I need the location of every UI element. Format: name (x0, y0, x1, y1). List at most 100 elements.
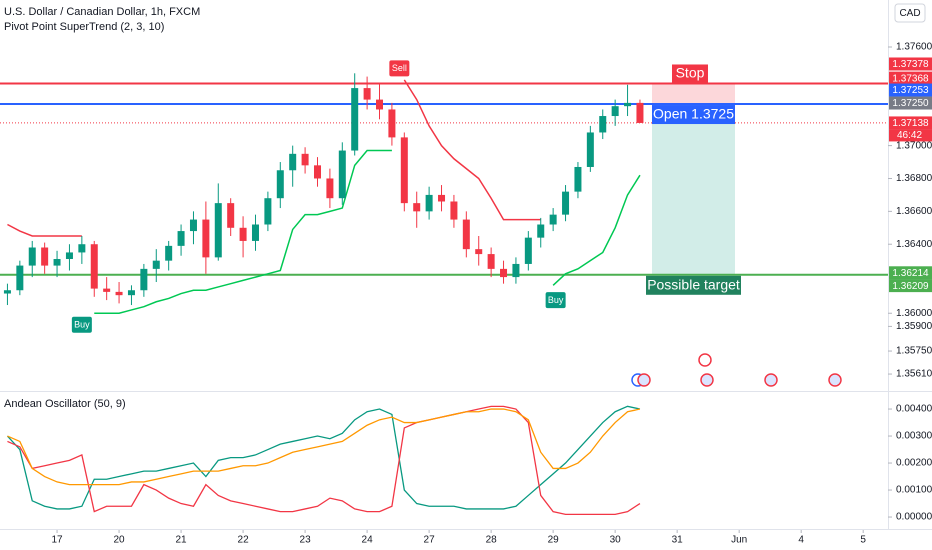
x-tick-label: 29 (548, 535, 560, 546)
candle-body (599, 116, 607, 133)
event-icon[interactable] (637, 373, 651, 387)
candle-body (189, 219, 197, 232)
y2-tick-label: 0.00100 (896, 485, 932, 496)
price-label-box (889, 266, 932, 280)
candle-body (574, 166, 582, 192)
candle-body (636, 102, 644, 123)
candle-body (251, 224, 259, 241)
candle-body (28, 247, 36, 266)
y-tick-label: 1.35750 (896, 346, 932, 357)
candle-body (450, 201, 458, 220)
candle-body (524, 237, 532, 264)
x-tick-label: 30 (610, 535, 622, 546)
currency-box[interactable] (894, 3, 926, 23)
price-pane: Buy Sell Buy Stop Open 1.3725 Possible target (0, 60, 888, 333)
candle-body (289, 153, 297, 171)
target-label: Possible target (647, 276, 740, 292)
supertrend-line (7, 223, 82, 237)
candle-body (239, 227, 247, 241)
target-label-box (646, 275, 741, 295)
candle-body (611, 106, 619, 117)
x-tick-label: 20 (113, 535, 125, 546)
event-icon[interactable] (828, 373, 842, 387)
supertrend-line (552, 174, 641, 286)
y-tick-label: 1.37000 (896, 140, 932, 151)
price-label: 1.36209 (892, 281, 929, 292)
candle-body (41, 247, 49, 266)
x-tick-label: 28 (486, 535, 498, 546)
y-tick-label: 1.35900 (896, 321, 932, 332)
oscillator-line (7, 408, 641, 486)
candle-body (202, 219, 210, 258)
x-tick-label: 17 (51, 535, 63, 546)
candle-body (537, 224, 545, 238)
currency: CAD (899, 8, 920, 19)
y-tick-label: 1.36800 (896, 173, 932, 184)
stop-label-box (672, 64, 708, 83)
candle-body (177, 231, 185, 246)
y-tick-label: 1.36400 (896, 239, 932, 250)
y-tick-label: 1.36600 (896, 206, 932, 217)
candle-body (152, 260, 160, 269)
candle-body (388, 109, 396, 138)
candle-body (53, 259, 61, 266)
candle-body (165, 245, 173, 261)
y-tick-label: 1.36000 (896, 308, 932, 319)
event-icon[interactable] (698, 353, 712, 367)
candle-body (425, 194, 433, 212)
candle-body (90, 244, 98, 289)
signal-label (545, 292, 566, 309)
candle-body (363, 88, 371, 100)
y2-tick-label: 0.00300 (896, 431, 932, 442)
candle-body (624, 102, 632, 107)
candle-body (78, 244, 86, 253)
candle-body (413, 203, 421, 212)
candle-body (140, 268, 148, 291)
event-icon[interactable] (700, 373, 714, 387)
price-label-box (889, 279, 932, 293)
candle-body (549, 214, 557, 225)
price-label-box (889, 116, 932, 130)
open-label: Open 1.3725 (653, 106, 734, 122)
candle-body (351, 88, 359, 151)
candle-body (127, 290, 135, 296)
candle-body (500, 268, 508, 278)
x-tick-label: 27 (424, 535, 436, 546)
price-label: 1.37250 (892, 98, 929, 109)
price-label: 1.37378 (892, 59, 929, 70)
oscillator-pane (6, 405, 641, 515)
candle-body (462, 219, 470, 250)
price-label: 1.37138 (892, 118, 929, 129)
price-label: 1.36214 (892, 268, 929, 279)
price-label: 1.37253 (892, 85, 929, 96)
price-label-box (889, 83, 932, 97)
signal-label (71, 316, 92, 333)
x-tick-label: 23 (300, 535, 312, 546)
y-tick-label: 1.37600 (896, 42, 932, 53)
x-tick-label: 31 (672, 535, 684, 546)
open-label-box (652, 105, 735, 125)
y2-tick-label: 0.00400 (896, 404, 932, 415)
supertrend-line (403, 79, 541, 221)
x-tick-label: 5 (860, 535, 866, 546)
candle-body (487, 254, 495, 269)
candle-body (3, 290, 11, 294)
candle-body (313, 165, 321, 179)
event-icons (631, 353, 842, 387)
signal-text: Buy (74, 320, 90, 330)
signal-text: Sell (392, 63, 407, 73)
price-label-box (889, 57, 932, 71)
y2-tick-label: 0.00000 (896, 512, 932, 523)
candle-body (438, 194, 446, 202)
candle-body (326, 178, 334, 199)
event-icon[interactable] (764, 373, 778, 387)
axes: 1.37600 1.37000 1.36800 1.36600 1.36400 1.360… (51, 42, 932, 546)
candle-body (115, 291, 123, 296)
x-tick-label: 4 (798, 535, 804, 546)
price-label-box (889, 96, 932, 110)
candle-body (562, 191, 570, 215)
candle-body (400, 137, 408, 204)
oscillator-line (7, 405, 641, 515)
